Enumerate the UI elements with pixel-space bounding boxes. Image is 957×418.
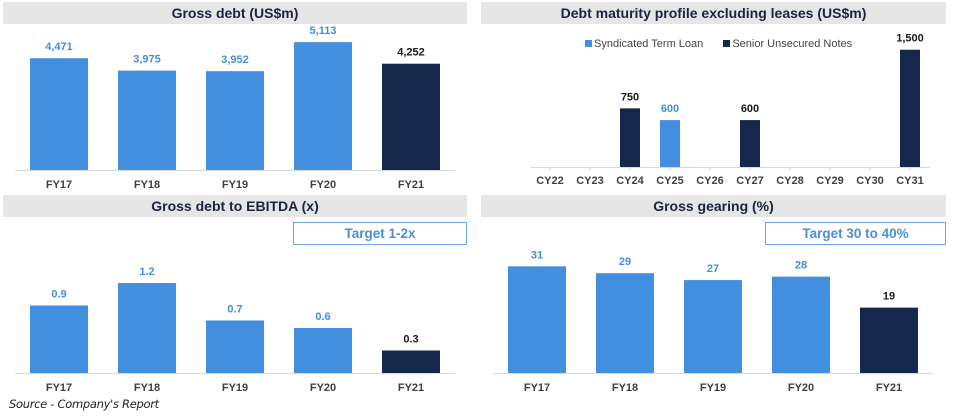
x-tick-label: FY19 — [222, 179, 248, 191]
legend-label-senior-notes: Senior Unsecured Notes — [732, 38, 853, 50]
data-label: 4,252 — [397, 47, 425, 59]
data-label: 27 — [707, 263, 719, 275]
x-tick-label: FY21 — [398, 179, 424, 191]
bar-fy18 — [118, 283, 176, 373]
bar-fy21 — [382, 350, 440, 373]
bar-cy31 — [900, 49, 920, 167]
bar-fy17 — [30, 305, 88, 373]
data-label: 29 — [619, 256, 631, 268]
data-label: 0.9 — [51, 289, 66, 301]
bar-fy18 — [118, 70, 176, 170]
data-label: 19 — [883, 291, 895, 303]
x-tick-label: FY18 — [134, 179, 160, 191]
x-tick-label: FY17 — [46, 179, 72, 191]
x-tick-label: CY26 — [696, 175, 724, 187]
bar-fy17 — [30, 58, 88, 170]
data-label: 28 — [795, 260, 807, 272]
gross-gearing-title: Gross gearing (%) — [481, 195, 946, 217]
x-tick-label: FY19 — [700, 382, 726, 394]
x-tick-label: CY31 — [896, 175, 924, 187]
x-tick-label: CY28 — [776, 175, 804, 187]
bar-fy20 — [294, 42, 352, 170]
bar-cy25 — [660, 120, 680, 167]
bar-fy19 — [206, 320, 264, 373]
x-tick-label: FY21 — [398, 382, 424, 394]
bar-fy21 — [382, 63, 440, 171]
x-tick-label: FY17 — [46, 382, 72, 394]
data-label: 1.2 — [139, 266, 154, 278]
data-label: 0.7 — [227, 304, 242, 316]
data-label: 600 — [661, 103, 679, 115]
x-tick-label: FY18 — [612, 382, 638, 394]
data-label: 750 — [621, 91, 639, 103]
bar-fy20 — [772, 276, 830, 373]
x-tick-label: CY24 — [616, 175, 644, 187]
x-tick-label: FY18 — [134, 382, 160, 394]
data-label: 1,500 — [896, 33, 924, 45]
debt-to-ebitda-title: Gross debt to EBITDA (x) — [3, 195, 467, 217]
data-label: 3,952 — [221, 54, 249, 66]
gross-debt-title: Gross debt (US$m) — [3, 2, 467, 24]
data-label: 31 — [531, 249, 543, 261]
data-label: 3,975 — [133, 54, 161, 66]
x-tick-label: FY19 — [222, 382, 248, 394]
maturity-legend: Syndicated Term Loan Senior Unsecured No… — [585, 38, 852, 50]
x-tick-label: CY23 — [576, 175, 604, 187]
legend-item-term-loan: Syndicated Term Loan — [585, 38, 703, 50]
legend-swatch-senior-notes — [723, 40, 731, 47]
x-tick-label: FY20 — [788, 382, 814, 394]
x-tick-label: FY20 — [310, 382, 336, 394]
bar-fy21 — [860, 307, 918, 373]
x-tick-label: FY20 — [310, 179, 336, 191]
bar-cy27 — [740, 120, 760, 167]
target-gearing-box: Target 30 to 40% — [765, 222, 946, 245]
bar-fy19 — [684, 280, 742, 373]
legend-item-senior-notes: Senior Unsecured Notes — [723, 38, 852, 50]
data-label: 5,113 — [310, 25, 337, 37]
bar-fy19 — [206, 71, 264, 170]
debt-maturity-title: Debt maturity profile excluding leases (… — [481, 2, 946, 24]
data-label: 0.3 — [403, 334, 418, 346]
x-tick-label: CY27 — [736, 175, 764, 187]
bar-fy20 — [294, 328, 352, 373]
data-label: 0.6 — [315, 311, 330, 323]
x-tick-label: FY17 — [524, 382, 550, 394]
data-label: 600 — [741, 103, 759, 115]
bar-fy17 — [508, 266, 566, 373]
target-ebitda-box: Target 1-2x — [293, 222, 467, 245]
x-tick-label: CY25 — [656, 175, 684, 187]
x-tick-label: CY29 — [816, 175, 844, 187]
x-tick-label: CY22 — [536, 175, 564, 187]
bar-cy24 — [620, 108, 640, 167]
bar-fy18 — [596, 273, 654, 373]
source-note: Source - Company's Report — [9, 397, 159, 411]
x-tick-label: FY21 — [876, 382, 902, 394]
x-tick-label: CY30 — [856, 175, 884, 187]
legend-label-term-loan: Syndicated Term Loan — [594, 38, 704, 50]
legend-swatch-term-loan — [585, 40, 592, 47]
data-label: 4,471 — [45, 41, 73, 53]
